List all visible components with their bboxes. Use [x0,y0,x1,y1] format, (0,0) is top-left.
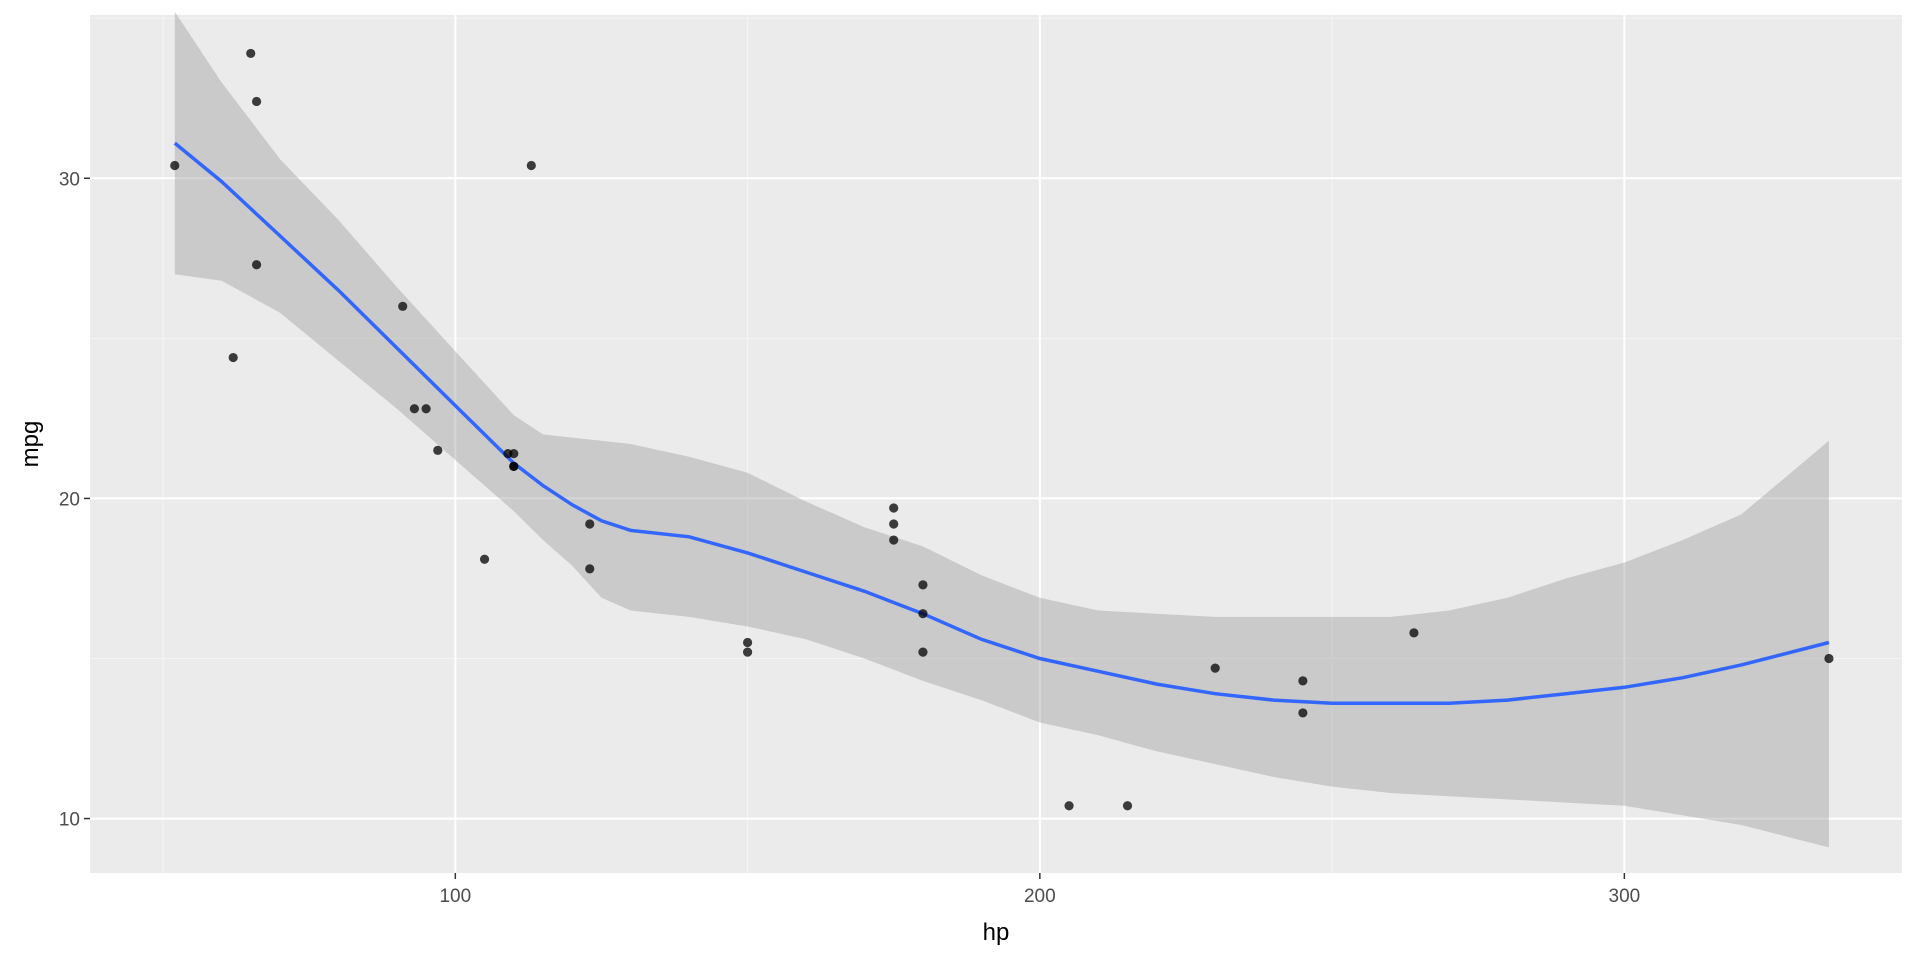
data-point [1824,653,1834,664]
data-point [251,96,262,107]
data-point [1122,801,1133,811]
data-point [742,647,753,657]
plot-panel [90,15,1902,873]
x-axis: 100 200 300 [439,873,1640,907]
data-point [433,445,443,456]
data-point [509,449,519,459]
confidence-band [174,11,1829,848]
data-point [889,519,899,529]
data-point [398,301,408,311]
data-point [585,519,595,529]
data-point [918,580,928,590]
data-point [251,260,262,270]
data-point [228,352,238,363]
data-point [585,564,595,574]
x-tick-label: 300 [1609,886,1641,907]
data-point [889,535,899,545]
data-point [742,637,753,648]
data-point [918,647,928,657]
data-point [1409,628,1419,638]
y-axis: 10 20 30 [59,169,90,831]
data-point [1210,663,1220,673]
major-grid [90,15,1902,873]
data-point [918,609,928,619]
data-point [1298,708,1308,718]
y-axis-title: mpg [17,421,44,468]
y-tick-label: 10 [59,810,80,831]
x-axis-title: hp [983,919,1010,946]
data-point [889,503,899,513]
data-point [421,404,431,414]
data-point [479,554,490,564]
data-point [1298,676,1308,686]
y-tick-label: 20 [59,489,80,510]
minor-grid [90,15,1902,873]
data-point [509,461,519,472]
data-point [526,160,536,171]
data-points [170,48,1834,811]
data-point [409,404,420,414]
data-point [246,48,256,59]
y-tick-label: 30 [59,169,80,190]
data-point [170,160,180,171]
x-tick-label: 200 [1024,886,1056,907]
x-tick-label: 100 [439,886,471,907]
data-point [1064,801,1074,811]
